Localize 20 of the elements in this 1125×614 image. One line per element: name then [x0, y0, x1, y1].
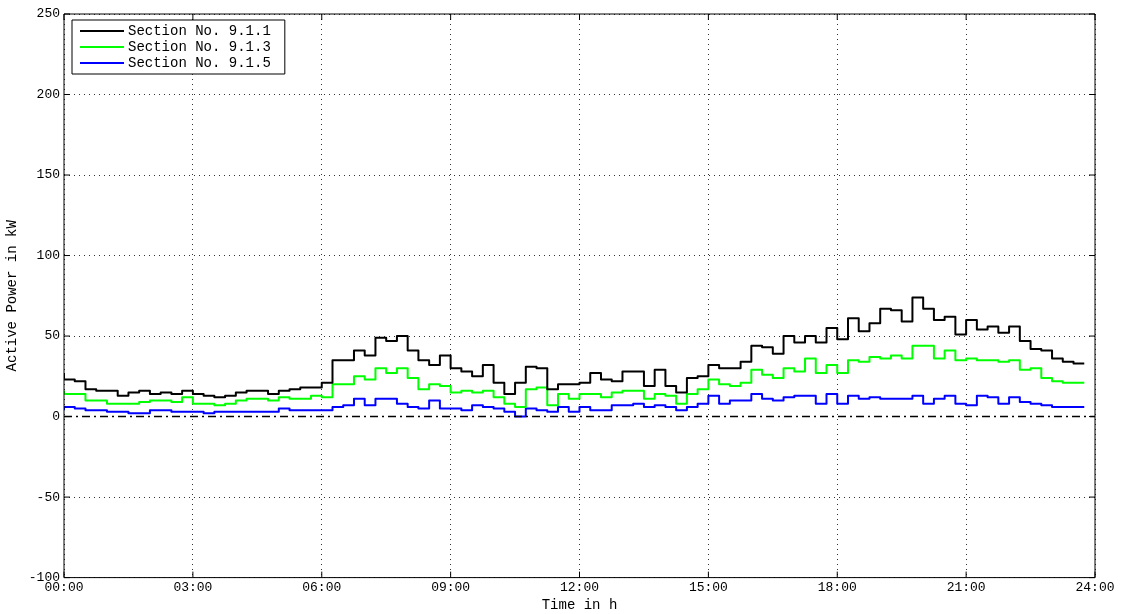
y-tick-label: 250: [36, 6, 61, 22]
legend-label: Section No. 9.1.1: [128, 22, 271, 39]
x-tick-label: 03:00: [173, 579, 213, 595]
y-tick-label: 200: [36, 86, 61, 102]
x-tick-label: 06:00: [302, 579, 342, 595]
y-tick-label: 50: [44, 328, 61, 344]
legend-label: Section No. 9.1.3: [128, 38, 271, 55]
x-tick-label: 12:00: [559, 579, 600, 595]
y-tick-label: 0: [52, 409, 61, 425]
y-tick-label: 150: [36, 167, 61, 183]
x-tick-label: 09:00: [431, 579, 471, 595]
x-tick-label: 21:00: [946, 579, 986, 595]
y-tick-label: -50: [36, 489, 61, 505]
y-axis-title: Active Power in kW: [4, 219, 21, 372]
y-tick-label: 100: [36, 247, 61, 263]
x-tick-label: 15:00: [688, 579, 728, 595]
x-tick-label: 24:00: [1075, 579, 1115, 595]
legend-label: Section No. 9.1.5: [128, 54, 271, 71]
x-tick-label: 18:00: [817, 579, 857, 595]
x-axis-title: Time in h: [541, 597, 618, 614]
